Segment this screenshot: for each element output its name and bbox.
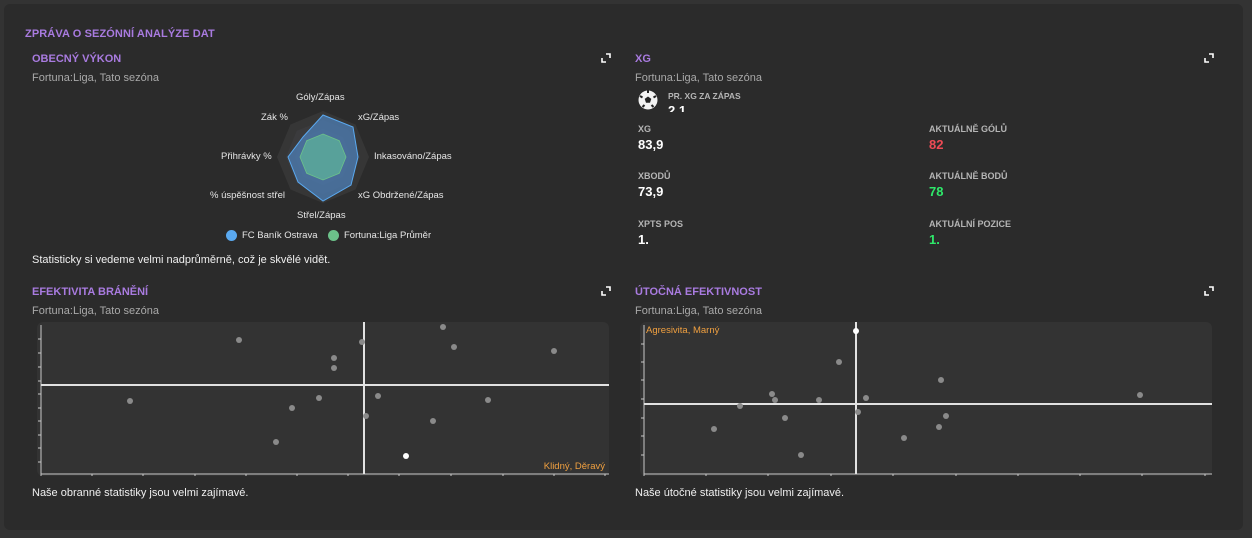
radar-series-league <box>299 133 347 181</box>
attack-efficiency-panel: ÚTOČNÁ EFEKTIVNOST Fortuna:Liga, Tato se… <box>635 286 1215 506</box>
radar-label: Střel/Zápas <box>297 210 346 221</box>
radar-label: Góly/Zápas <box>296 92 345 103</box>
panel-subtitle: Fortuna:Liga, Tato sezóna <box>32 72 159 84</box>
highlighted-team-point <box>403 453 409 459</box>
panel-title: EFEKTIVITA BRÁNĚNÍ <box>32 286 149 298</box>
radar-label: Přihrávky % <box>221 151 272 162</box>
defense-efficiency-panel: EFEKTIVITA BRÁNĚNÍ Fortuna:Liga, Tato se… <box>32 286 612 506</box>
expand-icon[interactable] <box>601 286 611 296</box>
xg-value: 83,9 <box>638 137 664 152</box>
radar-label: Inkasováno/Zápas <box>374 151 452 162</box>
xpoints-label: XBODŮ <box>638 171 671 181</box>
radar-label: % úspěšnost střel <box>210 190 285 201</box>
panel-title: OBECNÝ VÝKON <box>32 53 122 65</box>
panel-subtitle: Fortuna:Liga, Tato sezóna <box>635 72 762 84</box>
radar-label: xG Obdržené/Zápas <box>358 190 444 201</box>
legend-label: Fortuna:Liga Průměr <box>344 230 432 241</box>
xpts-pos-label: XPTS POS <box>638 219 684 229</box>
defense-scatter-plot: Klidný, Děravý <box>37 322 609 478</box>
legend-dot-icon <box>226 230 237 241</box>
attack-scatter-plot: Agresivita, Marný <box>640 322 1212 478</box>
radar-label: xG/Zápas <box>358 112 400 123</box>
panel-description: Naše útočné statistiky jsou velmi zajíma… <box>635 487 845 499</box>
highlighted-team-point <box>853 328 859 334</box>
actual-position-label: AKTUÁLNÍ POZICE <box>929 219 1011 229</box>
expand-icon[interactable] <box>601 53 611 63</box>
actual-goals-value: 82 <box>929 137 944 152</box>
quadrant-label: Klidný, Děravý <box>543 461 605 472</box>
actual-points-value: 78 <box>929 184 944 199</box>
legend-label: FC Baník Ostrava <box>242 230 318 241</box>
radar-chart <box>277 111 369 203</box>
per-match-xg-value: 2,1 <box>668 103 687 112</box>
legend-dot-icon <box>328 230 339 241</box>
panel-description: Statisticky si vedeme velmi nadprůměrně,… <box>32 254 331 266</box>
soccer-ball-icon <box>638 90 658 110</box>
panel-title: XG <box>635 53 651 65</box>
actual-position-value: 1. <box>929 232 940 247</box>
panel-subtitle: Fortuna:Liga, Tato sezóna <box>635 305 762 317</box>
xg-label: XG <box>638 124 652 134</box>
xpts-pos-value: 1. <box>638 232 649 247</box>
xg-panel: XG Fortuna:Liga, Tato sezóna PR. XG ZA Z… <box>635 53 1215 253</box>
expand-icon[interactable] <box>1204 53 1214 63</box>
legend-item-league[interactable]: Fortuna:Liga Průměr <box>328 230 431 241</box>
per-match-xg-label: PR. XG ZA ZÁPAS <box>668 91 741 101</box>
radar-label: Zák % <box>261 112 288 123</box>
general-performance-panel: OBECNÝ VÝKON Fortuna:Liga, Tato sezóna G… <box>32 53 612 273</box>
panel-subtitle: Fortuna:Liga, Tato sezóna <box>32 305 159 317</box>
quadrant-label: Agresivita, Marný <box>646 325 720 336</box>
expand-icon[interactable] <box>1204 286 1214 296</box>
report-title: ZPRÁVA O SEZÓNNÍ ANALÝZE DAT <box>25 28 215 40</box>
legend-item-team[interactable]: FC Baník Ostrava <box>226 230 318 241</box>
actual-goals-label: AKTUÁLNĚ GÓLŮ <box>929 124 1007 134</box>
xpoints-value: 73,9 <box>638 184 664 199</box>
actual-points-label: AKTUÁLNĚ BODŮ <box>929 171 1008 181</box>
panel-description: Naše obranné statistiky jsou velmi zajím… <box>32 487 249 499</box>
panel-title: ÚTOČNÁ EFEKTIVNOST <box>635 286 762 298</box>
